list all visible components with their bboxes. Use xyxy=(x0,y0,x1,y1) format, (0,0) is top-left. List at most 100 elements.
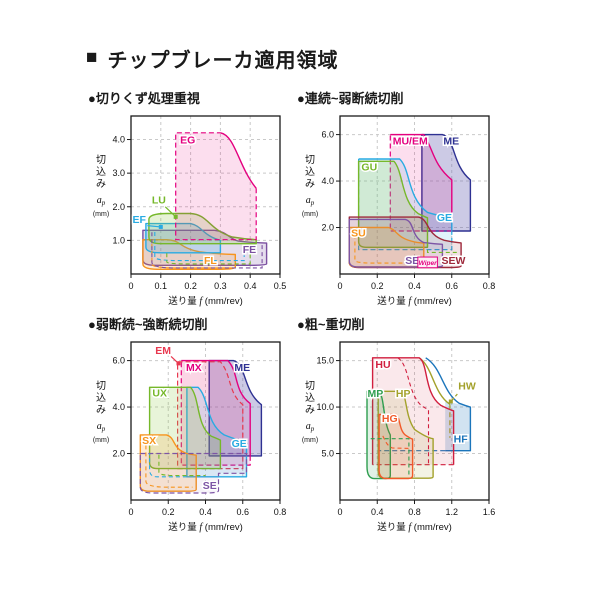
svg-text:込: 込 xyxy=(96,392,106,404)
x-tick-label: 0.4 xyxy=(199,507,212,517)
region-outline-dashed-EG xyxy=(175,132,257,241)
svg-text:込: 込 xyxy=(305,166,315,178)
x-axis: 0 0.2 0.4 0.6 0.8 xyxy=(337,274,495,291)
svg-text:込: 込 xyxy=(305,392,315,404)
chart-plot-2: 0 0.2 0.4 0.6 0.8 2.0 4.0 6.0 送り量 f (mm/rev) 切込みa… xyxy=(93,341,286,533)
region-outline-HU xyxy=(371,357,455,465)
x-tick-label: 0.4 xyxy=(408,281,421,291)
region-label-FL: FL xyxy=(204,255,217,267)
region-label-UX: UX xyxy=(152,388,167,400)
region-outline-GE xyxy=(186,386,248,478)
callout-marker-0 xyxy=(448,399,453,404)
chart-block-1: ●連続~弱断続切削 0 0.2 0.4 0.6 0.8 2.0 4.0 6.0 送り量 f (mm… xyxy=(295,81,502,307)
extra-dashed-0 xyxy=(149,453,187,478)
region-fill-MX xyxy=(181,360,251,466)
region-fill-SX xyxy=(140,434,197,492)
y-axis: 2.0 4.0 6.0 xyxy=(112,356,131,459)
callout-marker-1 xyxy=(158,224,163,229)
x-axis-label: 送り量 f (mm/rev) xyxy=(377,521,452,533)
region-fill-SE xyxy=(140,453,247,493)
region-label-SE: SE xyxy=(203,480,217,492)
region-outline-dashed-GE xyxy=(358,159,453,251)
wiper-badge-label: Wiper xyxy=(419,260,437,267)
region-outline-MP xyxy=(366,390,391,480)
svg-text:切: 切 xyxy=(305,154,315,166)
callout-line-0 xyxy=(450,393,458,402)
region-label-MP: MP xyxy=(367,388,383,400)
y-tick-label: 3.0 xyxy=(112,168,125,178)
callout-marker-0 xyxy=(176,361,181,366)
extra-dashed-1 xyxy=(151,232,263,269)
svg-text:(mm): (mm) xyxy=(93,437,109,444)
region-fill-SU xyxy=(349,227,424,267)
y-tick-label: 2.0 xyxy=(112,202,125,212)
svg-text:切: 切 xyxy=(96,380,106,392)
x-axis-label: 送り量 f (mm/rev) xyxy=(168,521,243,533)
chart-block-3: ●粗~重切削 0 0.4 0.8 1.2 1.6 5.0 10.0 15.0 送り量 f (mm/… xyxy=(295,307,502,533)
region-outline-GE xyxy=(358,158,453,230)
svg-text:ap: ap xyxy=(97,195,106,207)
region-outline-dashed-SE xyxy=(139,452,248,494)
y-tick-label: 6.0 xyxy=(321,130,334,140)
region-label-SEW: SEW xyxy=(442,255,466,267)
extra-dashed-0 xyxy=(354,234,415,264)
region-outline-MU/EM xyxy=(390,133,453,231)
y-tick-label: 2.0 xyxy=(112,449,125,459)
x-tick-label: 0 xyxy=(337,507,342,517)
region-outline-GU xyxy=(357,160,429,248)
extra-dashed-1 xyxy=(158,454,206,477)
x-tick-label: 0.5 xyxy=(274,281,287,291)
region-outline-HP xyxy=(377,390,434,479)
region-label-GE: GE xyxy=(232,438,247,450)
chart-block-0: ●切りくず処理重視 0 0.1 0.2 0.3 0.4 0.5 1.0 2.0 3.0 4.0 送り量… xyxy=(86,81,293,307)
region-label-GE: GE xyxy=(437,212,452,224)
y-axis-label: 切込み ap (mm) xyxy=(93,380,109,444)
svg-text:ap: ap xyxy=(97,421,106,433)
y-axis: 1.0 2.0 3.0 4.0 xyxy=(112,135,131,245)
region-outline-dashed-MX xyxy=(180,360,251,466)
svg-text:切: 切 xyxy=(305,380,315,392)
wiper-badge xyxy=(417,256,438,269)
region-label-HW: HW xyxy=(458,380,476,392)
region-label-HF: HF xyxy=(454,433,469,445)
regions xyxy=(366,357,472,480)
x-tick-label: 0.2 xyxy=(162,507,175,517)
y-axis-label: 切込み ap (mm) xyxy=(302,380,318,444)
region-fill-GE xyxy=(186,387,247,477)
region-fill-HU xyxy=(372,357,454,465)
extra-dashed-2 xyxy=(145,445,193,488)
region-fill-EG xyxy=(175,132,257,240)
region-label-LU: LU xyxy=(152,194,166,206)
extra-dashed-0 xyxy=(151,243,233,269)
region-label-ME: ME xyxy=(234,362,250,374)
extra-dashed-1 xyxy=(370,438,410,477)
x-tick-label: 1.2 xyxy=(445,507,458,517)
callout-line-1 xyxy=(147,224,161,228)
x-tick-label: 1.6 xyxy=(483,507,496,517)
svg-text:込: 込 xyxy=(96,166,106,178)
x-axis: 0 0.2 0.4 0.6 0.8 xyxy=(128,500,286,517)
regions xyxy=(348,133,472,269)
x-tick-label: 0.6 xyxy=(236,507,249,517)
x-tick-label: 0.8 xyxy=(408,507,421,517)
chart-subtitle: ●弱断続~強断続切削 xyxy=(88,317,208,332)
x-axis: 0 0.4 0.8 1.2 1.6 xyxy=(337,500,495,517)
y-axis-label: 切込み ap (mm) xyxy=(302,154,318,218)
figure-title: ■ チップブレーカ適用領域 xyxy=(86,44,600,73)
y-tick-label: 2.0 xyxy=(321,223,334,233)
svg-text:(mm): (mm) xyxy=(93,211,109,218)
svg-text:(mm): (mm) xyxy=(302,211,318,218)
region-fill-MU/EM xyxy=(390,134,452,231)
y-axis: 2.0 4.0 6.0 xyxy=(321,130,340,233)
region-fill-SE xyxy=(349,219,443,267)
region-fill-FL xyxy=(142,239,236,270)
plot-frame xyxy=(130,115,281,275)
region-label-EM: EM xyxy=(155,345,171,357)
title-square-icon: ■ xyxy=(86,47,99,68)
region-fill-UX xyxy=(149,387,221,469)
y-tick-label: 6.0 xyxy=(112,356,125,366)
region-outline-ME xyxy=(208,359,263,457)
region-outline-UX xyxy=(148,386,222,470)
chart-plot-3: 0 0.4 0.8 1.2 1.6 5.0 10.0 15.0 送り量 f (mm/rev) 切込… xyxy=(302,341,495,533)
region-outline-LU xyxy=(148,212,257,245)
